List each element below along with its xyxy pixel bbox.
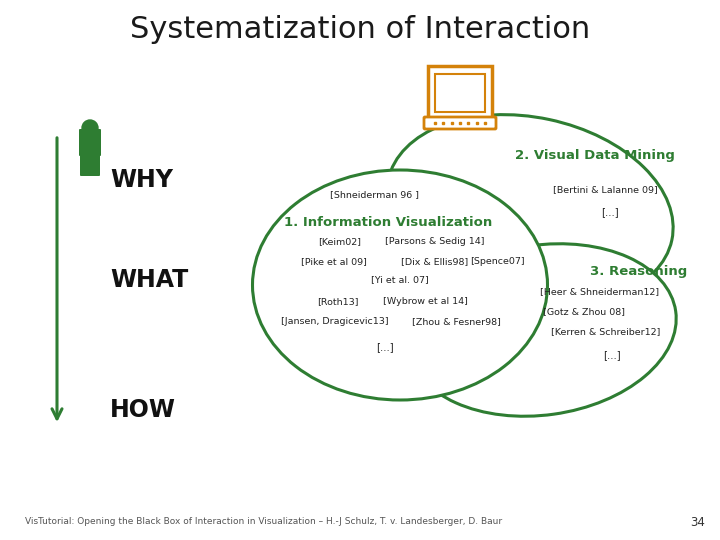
- Text: 34: 34: [690, 516, 706, 529]
- Text: VisTutorial: Opening the Black Box of Interaction in Visualization – H.-J Schulz: VisTutorial: Opening the Black Box of In…: [25, 517, 502, 526]
- Text: [Jansen, Dragicevic13]: [Jansen, Dragicevic13]: [282, 318, 389, 327]
- Text: [Dix & Ellis98]: [Dix & Ellis98]: [401, 258, 469, 267]
- Text: 1. Information Visualization: 1. Information Visualization: [284, 215, 492, 228]
- Text: WHAT: WHAT: [110, 268, 188, 292]
- Ellipse shape: [387, 114, 673, 305]
- Text: [Keim02]: [Keim02]: [318, 238, 361, 246]
- FancyBboxPatch shape: [79, 129, 101, 156]
- Text: HOW: HOW: [110, 398, 176, 422]
- FancyBboxPatch shape: [428, 66, 492, 118]
- Text: [Kerren & Schreiber12]: [Kerren & Schreiber12]: [552, 327, 661, 336]
- Text: [Spence07]: [Spence07]: [469, 258, 524, 267]
- Circle shape: [82, 120, 98, 136]
- Text: [Pike et al 09]: [Pike et al 09]: [301, 258, 367, 267]
- Text: [Gotz & Zhou 08]: [Gotz & Zhou 08]: [543, 307, 625, 316]
- Text: [Wybrow et al 14]: [Wybrow et al 14]: [382, 298, 467, 307]
- Text: [Heer & Shneiderman12]: [Heer & Shneiderman12]: [541, 287, 660, 296]
- Text: [Bertini & Lalanne 09]: [Bertini & Lalanne 09]: [553, 186, 657, 194]
- Text: [Roth13]: [Roth13]: [318, 298, 359, 307]
- Ellipse shape: [408, 244, 676, 416]
- Text: Systematization of Interaction: Systematization of Interaction: [130, 16, 590, 44]
- Text: [Yi et al. 07]: [Yi et al. 07]: [371, 275, 429, 285]
- FancyBboxPatch shape: [80, 152, 100, 176]
- Text: [...]: [...]: [603, 350, 621, 360]
- Text: [Parsons & Sedig 14]: [Parsons & Sedig 14]: [385, 238, 485, 246]
- Text: [...]: [...]: [376, 342, 394, 352]
- Text: [Shneiderman 96 ]: [Shneiderman 96 ]: [330, 191, 420, 199]
- FancyBboxPatch shape: [424, 117, 496, 129]
- Text: 2. Visual Data Mining: 2. Visual Data Mining: [515, 148, 675, 161]
- Text: 3. Reasoning: 3. Reasoning: [590, 266, 688, 279]
- Text: [...]: [...]: [601, 207, 619, 217]
- Text: WHY: WHY: [110, 168, 173, 192]
- Text: [Zhou & Fesner98]: [Zhou & Fesner98]: [412, 318, 500, 327]
- FancyBboxPatch shape: [435, 74, 485, 112]
- Ellipse shape: [253, 170, 547, 400]
